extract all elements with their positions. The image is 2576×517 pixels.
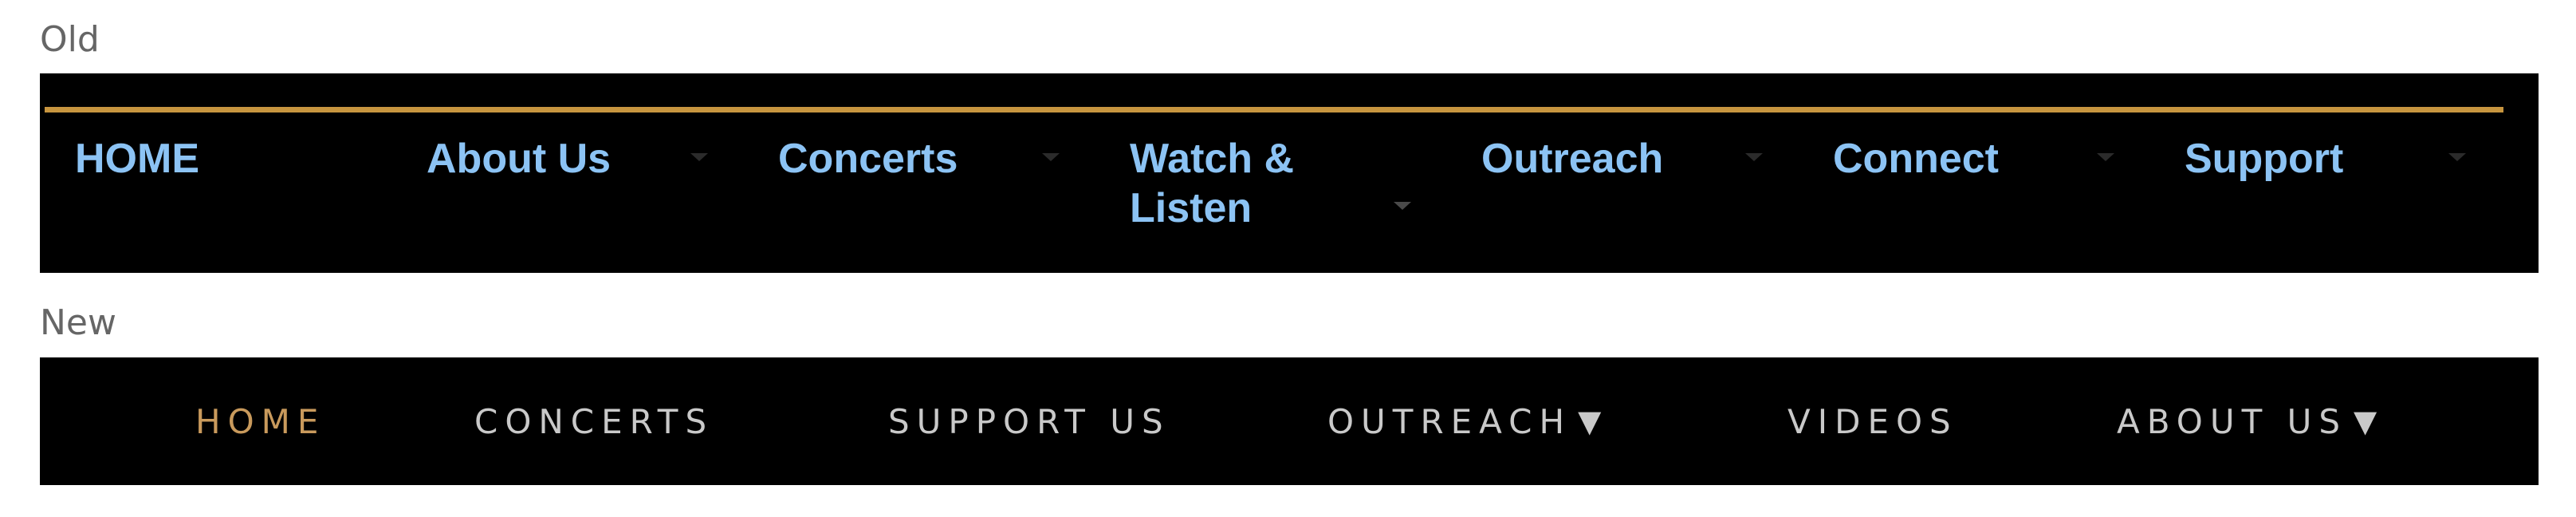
old-nav-item-label: Outreach: [1481, 136, 1664, 182]
old-nav-item-watch-listen[interactable]: Watch & Listen: [1095, 134, 1446, 233]
old-nav-gold-rule: [45, 107, 2503, 112]
dropdown-triangle-icon[interactable]: ▼: [1578, 404, 1602, 439]
dropdown-triangle-icon[interactable]: ▼: [2354, 404, 2377, 439]
old-navigation-bar: HOME About Us Concerts Watch & Listen Ou…: [40, 73, 2539, 273]
old-section-label: Old: [40, 19, 100, 60]
new-nav-item-label: ABOUT US: [2117, 401, 2348, 441]
new-nav-item-outreach[interactable]: OUTREACH ▼: [1327, 357, 1601, 485]
dropdown-caret-icon[interactable]: [1394, 202, 1411, 210]
new-section-label: New: [40, 302, 116, 343]
old-nav-item-about-us[interactable]: About Us: [391, 134, 743, 233]
old-nav-item-concerts[interactable]: Concerts: [743, 134, 1095, 233]
dropdown-caret-icon[interactable]: [2097, 153, 2114, 161]
new-nav-item-concerts[interactable]: CONCERTS: [474, 357, 714, 485]
old-nav-item-label: Connect: [1833, 136, 1999, 182]
old-nav-item-home[interactable]: HOME: [40, 134, 391, 233]
old-nav-item-support[interactable]: Support: [2149, 134, 2501, 233]
old-nav-item-label: About Us: [427, 136, 612, 182]
dropdown-caret-icon[interactable]: [1042, 153, 1060, 161]
new-nav-item-home[interactable]: HOME: [195, 357, 325, 485]
new-nav-item-about-us[interactable]: ABOUT US ▼: [2117, 357, 2377, 485]
new-nav-item-label: OUTREACH: [1327, 401, 1572, 441]
new-navigation-bar: HOME CONCERTS SUPPORT US OUTREACH ▼ VIDE…: [40, 357, 2539, 485]
new-nav-item-videos[interactable]: VIDEOS: [1787, 357, 1958, 485]
old-nav-item-label: Concerts: [778, 136, 958, 182]
old-nav-item-outreach[interactable]: Outreach: [1446, 134, 1798, 233]
old-nav-item-label: Watch & Listen: [1130, 136, 1295, 231]
old-nav-items: HOME About Us Concerts Watch & Listen Ou…: [40, 134, 2539, 233]
new-nav-item-label: SUPPORT US: [888, 401, 1170, 441]
old-nav-item-connect[interactable]: Connect: [1798, 134, 2149, 233]
old-nav-item-label: HOME: [75, 136, 199, 182]
new-nav-item-label: CONCERTS: [474, 401, 714, 441]
dropdown-caret-icon[interactable]: [2448, 153, 2466, 161]
old-nav-item-label: Support: [2185, 136, 2344, 182]
dropdown-caret-icon[interactable]: [1745, 153, 1763, 161]
new-nav-item-support-us[interactable]: SUPPORT US: [888, 357, 1170, 485]
new-nav-item-label: VIDEOS: [1787, 401, 1958, 441]
new-nav-item-label: HOME: [195, 401, 326, 441]
dropdown-caret-icon[interactable]: [690, 153, 708, 161]
